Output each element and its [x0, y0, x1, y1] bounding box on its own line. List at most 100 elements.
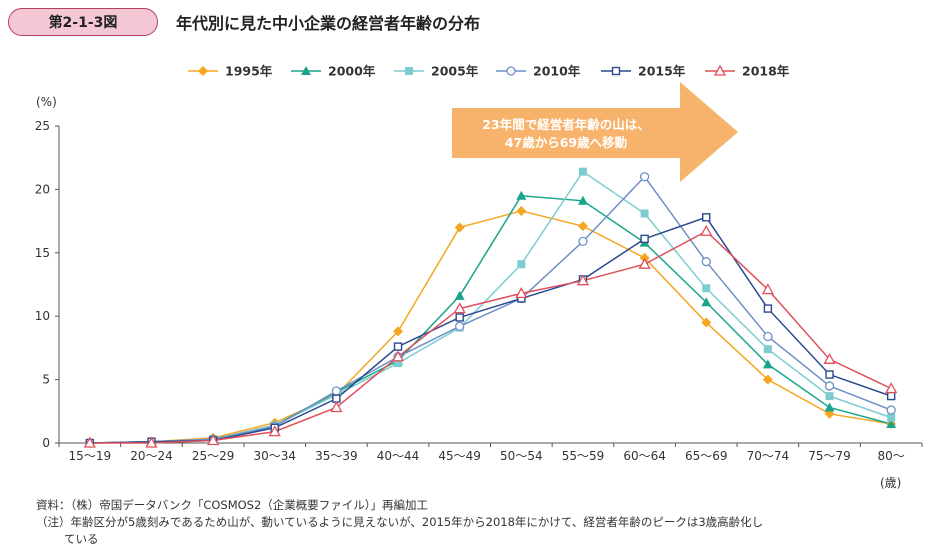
series-line — [89, 230, 892, 444]
series-2018年 — [89, 230, 892, 444]
legend-marker — [506, 66, 516, 76]
y-tick-label: 5 — [42, 373, 50, 387]
callout-text-line1: 23年間で経営者年齢の山は、 — [482, 117, 649, 132]
data-point — [886, 391, 896, 401]
series-2000年 — [89, 194, 892, 444]
x-tick-label: 80〜 — [878, 449, 905, 463]
x-tick-label: 40〜44 — [377, 449, 420, 463]
data-point — [762, 374, 773, 385]
data-point — [268, 425, 281, 437]
data-point — [638, 257, 651, 269]
series-markers-2015年 — [85, 213, 896, 448]
data-point — [454, 290, 465, 300]
data-point — [823, 352, 836, 364]
series-line — [89, 216, 892, 444]
legend-item: 2005年 — [394, 64, 479, 79]
series-2010年 — [89, 175, 892, 444]
series-2015年 — [89, 216, 892, 444]
x-tick-label: 25〜29 — [192, 449, 235, 463]
series-line — [89, 175, 892, 444]
data-point — [701, 317, 712, 328]
data-point — [454, 222, 465, 233]
y-tick-label: 25 — [35, 119, 50, 133]
series-line — [89, 210, 892, 444]
data-point — [701, 297, 712, 307]
legend-item: 2010年 — [496, 64, 581, 79]
data-point — [639, 172, 650, 182]
data-point — [393, 326, 404, 337]
y-tick-label: 15 — [35, 246, 50, 260]
x-unit-label: (歳) — [880, 476, 901, 490]
data-point — [824, 402, 835, 412]
footnote-line-1: （注）年齢区分が5歳刻みであるため山が、動いているように見えないが、2015年か… — [36, 515, 764, 529]
y-tick-label: 10 — [35, 309, 50, 323]
data-point — [702, 213, 711, 222]
data-point — [516, 190, 527, 200]
data-point — [394, 359, 403, 368]
data-point — [393, 342, 403, 351]
x-tick-label: 20〜24 — [130, 449, 173, 463]
y-tick-label: 0 — [42, 436, 50, 450]
legend-marker — [405, 67, 413, 75]
legend-item: 2015年 — [601, 64, 686, 79]
legend-marker — [198, 66, 208, 76]
data-point — [763, 345, 772, 354]
data-point — [578, 167, 587, 176]
legend-label: 2000年 — [328, 64, 376, 79]
data-point — [887, 413, 896, 422]
line-chart: 1995年 2000年 2005年 2010年 2015年 2018年 (%) (歳) 2… — [35, 64, 923, 490]
callout-text-line2: 47歳から69歳へ移動 — [505, 135, 627, 150]
legend-marker — [713, 64, 727, 76]
data-point — [83, 436, 96, 448]
legend-marker — [301, 66, 311, 75]
legend-label: 2010年 — [533, 64, 581, 79]
data-point — [391, 350, 405, 362]
legend-item: 2000年 — [291, 64, 376, 79]
data-point — [701, 257, 711, 267]
x-tick-label: 50〜54 — [500, 449, 543, 463]
legend-label: 2005年 — [431, 64, 479, 79]
data-point — [640, 234, 649, 244]
legend-label: 2015年 — [638, 64, 686, 79]
plot-area — [83, 167, 898, 448]
data-point — [763, 331, 773, 342]
data-point — [763, 304, 773, 313]
figure-number-badge: 第2-1-3図 — [8, 8, 158, 36]
data-point — [886, 418, 897, 428]
legend-marker — [611, 66, 621, 76]
data-point — [885, 382, 898, 394]
data-point — [332, 394, 341, 403]
chart-title: 年代別に見た中小企業の経営者年齢の分布 — [176, 14, 481, 33]
series-1995年 — [89, 210, 892, 444]
series-markers-2010年 — [85, 172, 896, 448]
data-point — [702, 284, 711, 293]
y-tick-label: 20 — [35, 182, 50, 196]
data-point — [331, 386, 342, 396]
data-point — [515, 287, 528, 299]
data-point — [455, 321, 465, 331]
x-tick-label: 70〜74 — [747, 449, 790, 463]
data-point — [761, 283, 774, 295]
data-point — [578, 236, 588, 247]
legend-item: 2018年 — [705, 64, 790, 79]
data-point — [825, 370, 834, 379]
chart-legend: 1995年 2000年 2005年 2010年 2015年 2018年 — [188, 64, 790, 79]
data-point — [576, 274, 590, 286]
x-tick-label: 15〜19 — [69, 449, 112, 463]
series-markers-1995年 — [84, 205, 897, 448]
data-point — [639, 252, 650, 263]
data-point — [577, 221, 588, 232]
x-tick-label: 35〜39 — [315, 449, 358, 463]
series-line — [89, 194, 892, 444]
data-point — [762, 359, 773, 369]
data-point — [516, 205, 527, 216]
x-tick-label: 55〜59 — [562, 449, 605, 463]
legend-label: 1995年 — [225, 64, 273, 79]
x-tick-label: 45〜49 — [438, 449, 481, 463]
legend-label: 2018年 — [742, 64, 790, 79]
x-tick-label: 65〜69 — [685, 449, 728, 463]
series-markers-2018年 — [83, 224, 898, 448]
callout-arrow: 23年間で経営者年齢の山は、 47歳から69歳へ移動 — [452, 82, 738, 182]
y-unit-label: (%) — [36, 95, 57, 109]
x-tick-label: 75〜79 — [808, 449, 851, 463]
